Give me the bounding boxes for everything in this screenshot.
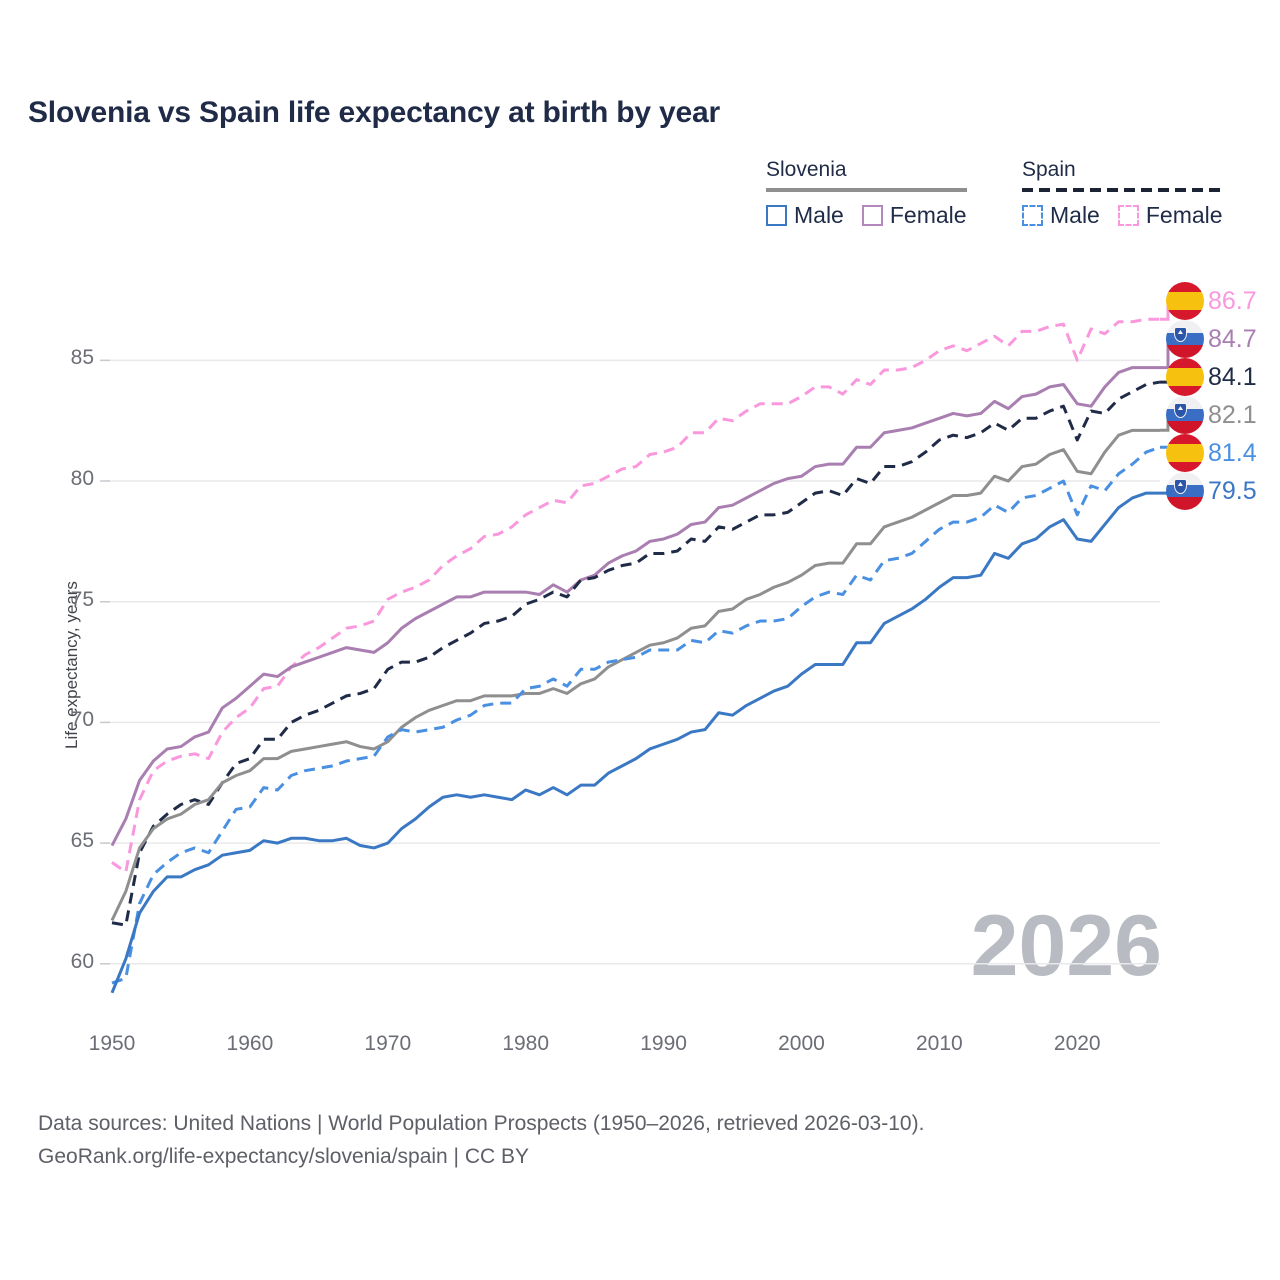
y-axis-tick: 60 [70,949,94,973]
spain-flag-icon [1166,434,1204,472]
legend-group-title-slovenia: Slovenia [766,158,847,181]
spain-flag-icon [1166,358,1204,396]
legend-item-label: Female [1145,202,1223,228]
x-axis-tick: 1950 [88,1032,136,1055]
legend-item-spain-male[interactable]: Male [1022,202,1100,229]
x-axis-tick: 2020 [1053,1032,1101,1055]
end-value-row: 79.5 [1166,472,1257,510]
legend-group-title-spain: Spain [1022,158,1076,181]
end-value-text: 84.7 [1208,324,1257,353]
y-axis-tick: 80 [70,467,94,491]
y-axis-tick: 85 [70,346,94,370]
legend-item-spain-female[interactable]: Female [1117,202,1223,229]
legend-item-label: Female [889,202,967,228]
end-value-row: 81.4 [1166,434,1257,472]
x-axis-tick: 2000 [778,1032,825,1055]
end-value-row: 86.7 [1166,282,1257,320]
legend-item-slovenia-male[interactable]: Male [766,202,844,229]
footer-line-attribution: GeoRank.org/life-expectancy/slovenia/spa… [38,1144,530,1168]
y-axis-tick: 65 [70,829,94,853]
end-value-row: 84.7 [1166,320,1257,358]
legend-item-label: Male [1050,202,1100,228]
legend-item-slovenia-female[interactable]: Female [861,202,967,229]
end-value-text: 84.1 [1208,362,1257,391]
legend-rule-slovenia [766,188,967,192]
x-axis-tick: 1990 [640,1032,687,1055]
y-axis-tick: 75 [70,587,94,611]
series-line-spain-female [111,317,1160,874]
x-axis-tick: 1980 [502,1032,550,1055]
legend-group-spain: Spain Male Female [1022,158,1223,229]
legend-swatch-icon [1022,205,1043,226]
end-value-text: 86.7 [1208,286,1257,315]
series-line-spain-male [111,445,1161,985]
x-axis-tick: 1960 [226,1032,274,1055]
page-title: Slovenia vs Spain life expectancy at bir… [28,96,720,129]
slovenia-flag-icon [1166,472,1204,510]
legend-swatch-icon [861,205,883,226]
end-value-text: 79.5 [1208,476,1257,505]
series-line-spain-total [111,380,1161,927]
spain-flag-icon [1166,282,1204,320]
legend-group-slovenia: Slovenia Male Female [766,158,967,229]
slovenia-flag-icon [1166,396,1204,434]
series-line-slovenia-total [110,428,1160,921]
legend-swatch-icon [766,205,787,226]
legend-swatch-icon [1117,205,1139,226]
series-line-slovenia-male [110,491,1160,994]
x-axis-tick: 1970 [364,1032,412,1055]
footer-line-sources: Data sources: United Nations | World Pop… [38,1112,925,1135]
legend-rule-spain [1022,188,1223,192]
end-value-text: 82.1 [1208,400,1257,429]
x-axis-tick: 2010 [916,1032,963,1055]
end-value-row: 84.1 [1166,358,1257,396]
end-value-text: 81.4 [1208,438,1257,467]
end-value-row: 82.1 [1166,396,1257,434]
year-watermark: 2026 [970,898,1162,994]
chart-legend: Slovenia Male Female Spain Male [760,158,1260,240]
chart-footer: Data sources: United Nations | World Pop… [38,1108,924,1173]
series-line-slovenia-female [110,366,1160,847]
slovenia-flag-icon [1166,320,1204,358]
y-axis-tick: 70 [70,708,94,732]
legend-item-label: Male [794,202,844,228]
